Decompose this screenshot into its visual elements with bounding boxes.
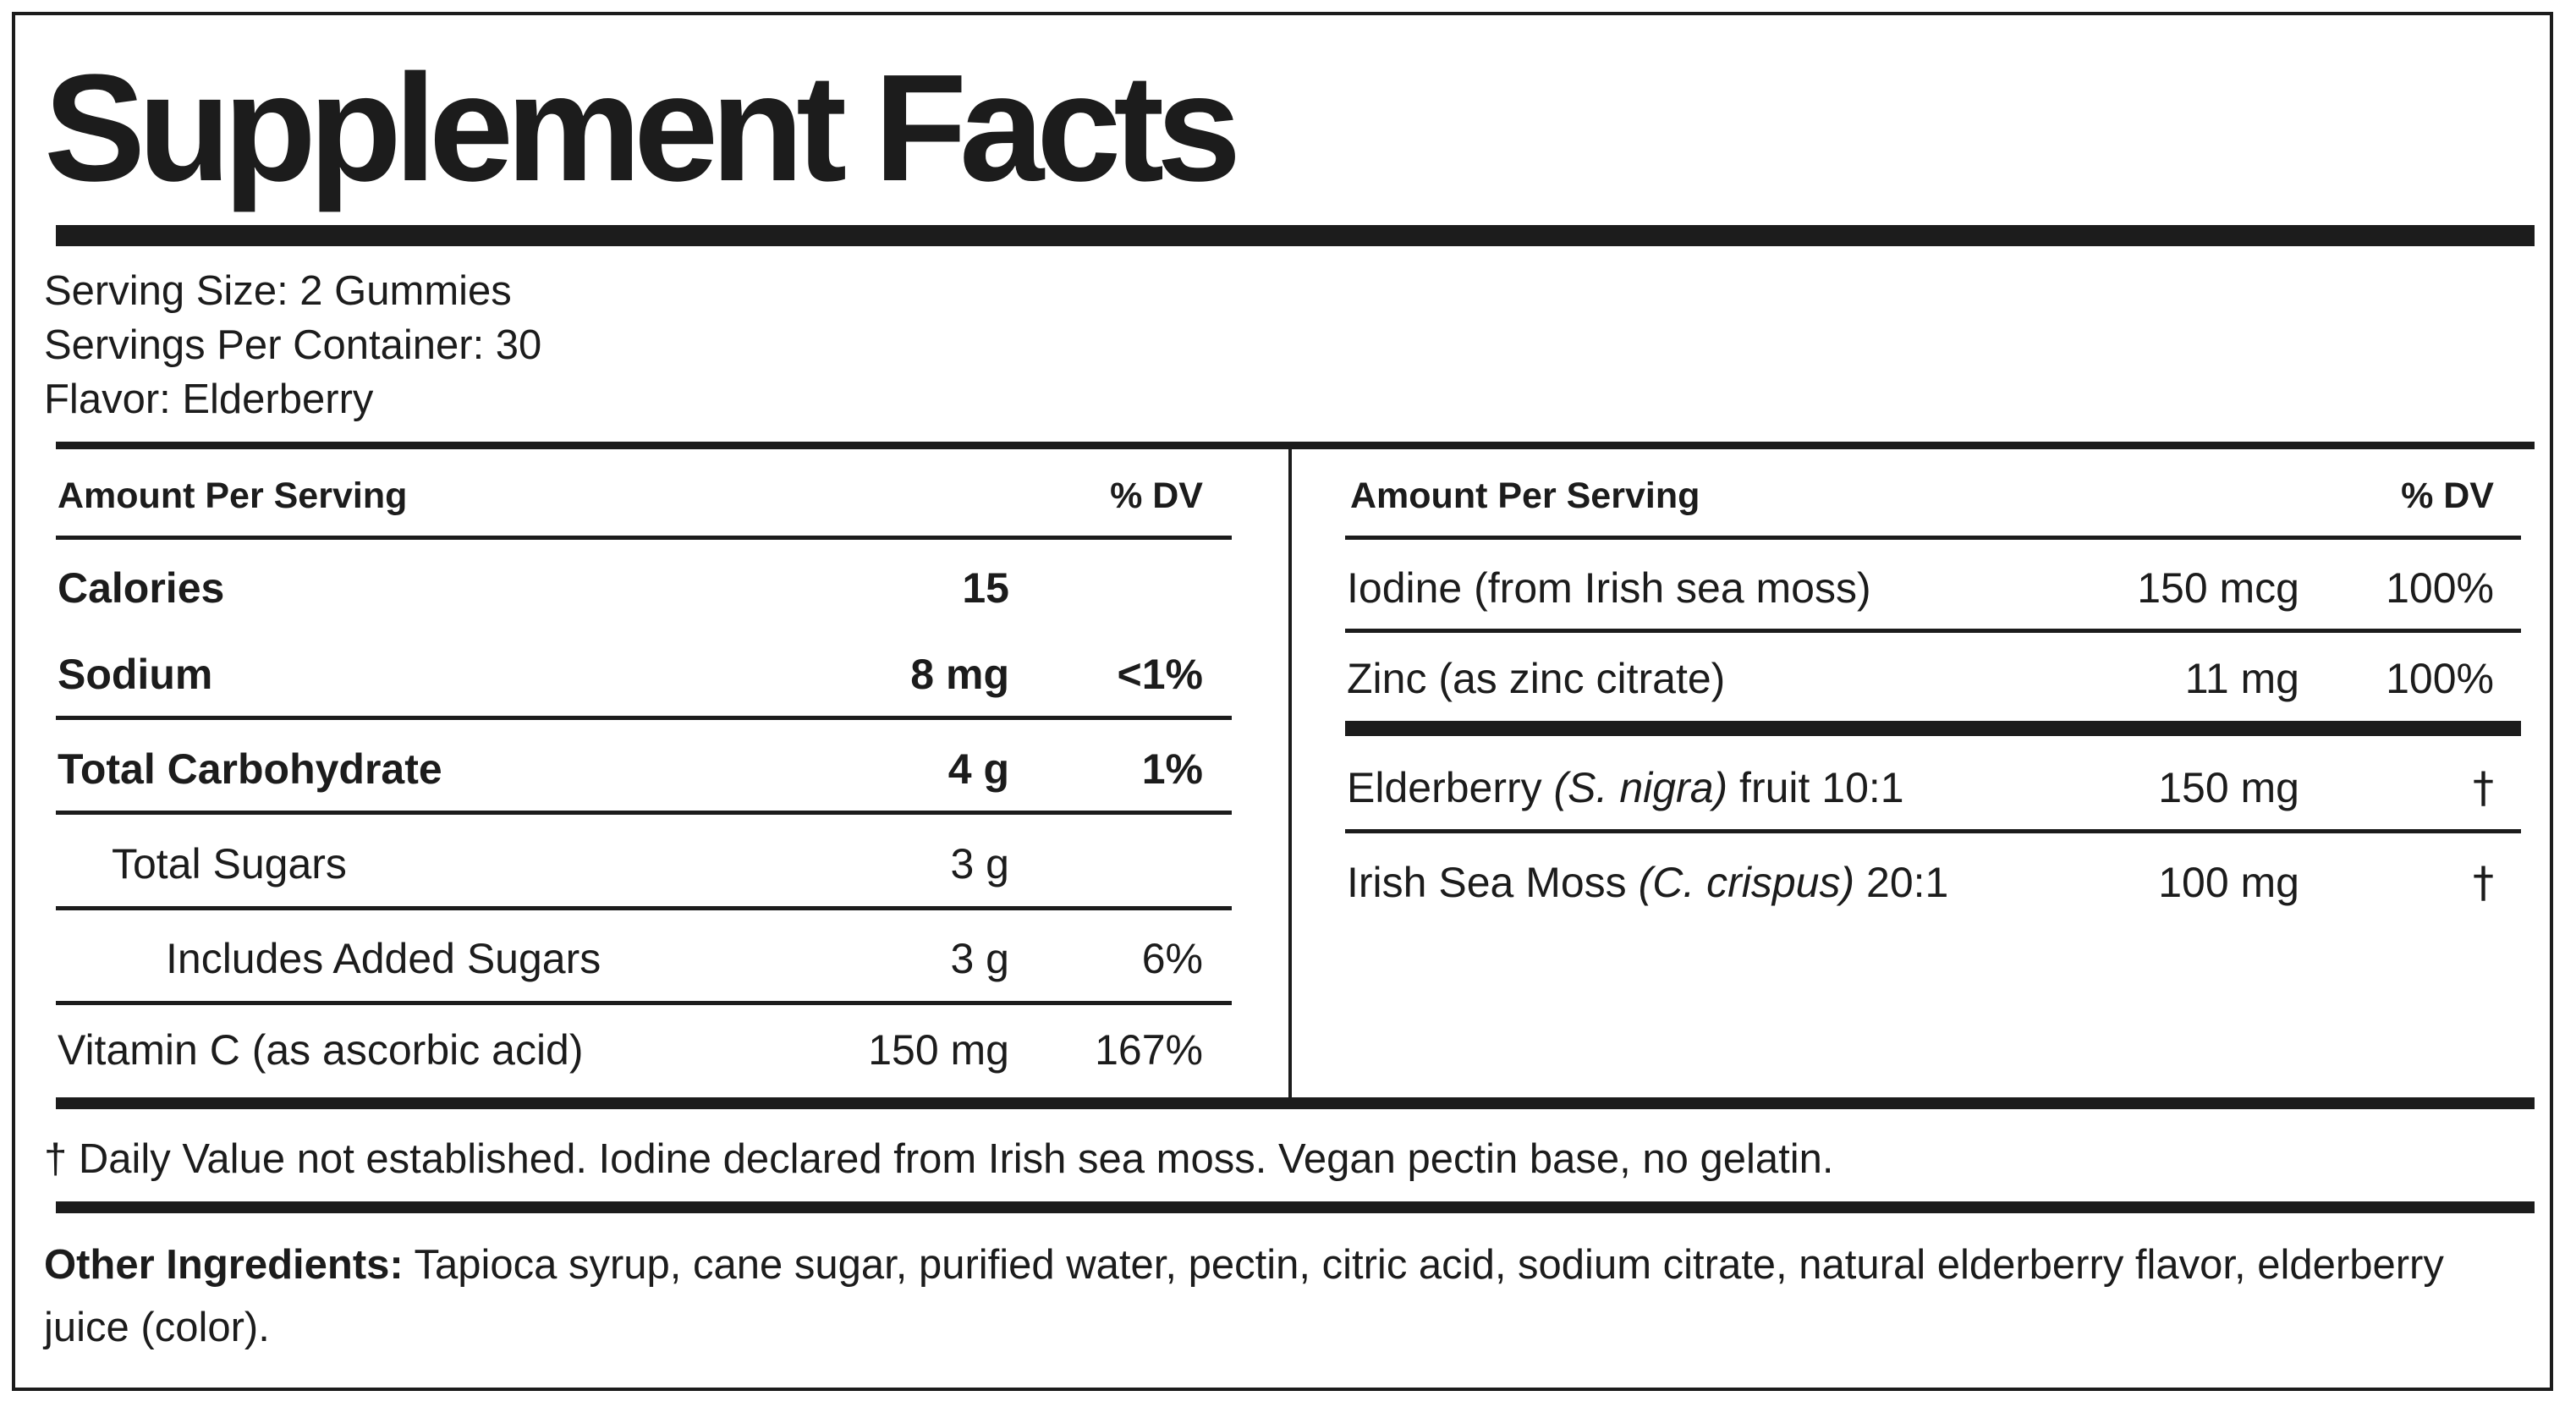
ingredient-name: Zinc (as zinc citrate) bbox=[1347, 655, 1726, 702]
right-header-amount: Amount Per Serving bbox=[1350, 475, 1700, 516]
ingredient-name: Irish Sea Moss (C. crispus) 20:1 bbox=[1347, 859, 1949, 906]
ingredient-amount: 150 mg bbox=[2158, 764, 2299, 811]
ingredient-amount: 100 mg bbox=[2158, 859, 2299, 906]
nutrient-amount: 150 mg bbox=[868, 1026, 1009, 1074]
nutrient-amount: 8 mg bbox=[910, 651, 1009, 698]
column-divider bbox=[1288, 449, 1292, 1097]
nutrient-name: Calories bbox=[58, 564, 225, 612]
row-rule bbox=[56, 811, 1232, 815]
other-ingredients-text: Tapioca syrup, cane sugar, purified wate… bbox=[44, 1242, 2444, 1350]
supplement-facts-panel bbox=[12, 12, 2553, 1391]
ingredient-dv: 100% bbox=[2386, 655, 2494, 702]
ingredient-amount: 150 mcg bbox=[2137, 564, 2299, 612]
servings-per-container: Servings Per Container: 30 bbox=[44, 322, 542, 368]
nutrient-name: Includes Added Sugars bbox=[166, 935, 601, 982]
nutrient-dv: <1% bbox=[1117, 651, 1203, 698]
nutrient-dv: 1% bbox=[1141, 745, 1203, 793]
left-header-rule bbox=[56, 536, 1232, 540]
section-rule bbox=[1345, 721, 2521, 736]
ingredient-name: Elderberry (S. nigra) fruit 10:1 bbox=[1347, 764, 1904, 811]
row-rule bbox=[56, 716, 1232, 720]
ingredient-amount: 11 mg bbox=[2184, 655, 2299, 702]
other-ingredients-label: Other Ingredients: bbox=[44, 1242, 404, 1288]
flavor: Flavor: Elderberry bbox=[44, 376, 374, 422]
nutrient-amount: 3 g bbox=[950, 840, 1009, 888]
left-header-amount: Amount Per Serving bbox=[58, 475, 408, 516]
footnote-rule bbox=[56, 1201, 2535, 1213]
serving-size: Serving Size: 2 Gummies bbox=[44, 268, 512, 314]
nutrient-name: Sodium bbox=[58, 651, 213, 698]
nutrient-dv: 6% bbox=[1141, 935, 1203, 982]
row-rule bbox=[56, 906, 1232, 910]
footnote: † Daily Value not established. Iodine de… bbox=[44, 1136, 1834, 1182]
ingredient-dv: 100% bbox=[2386, 564, 2494, 612]
right-header-rule bbox=[1345, 536, 2521, 540]
left-header-dv: % DV bbox=[1110, 475, 1203, 516]
nutrient-name: Vitamin C (as ascorbic acid) bbox=[58, 1026, 584, 1074]
other-ingredients: Other Ingredients: Tapioca syrup, cane s… bbox=[44, 1234, 2523, 1359]
row-rule bbox=[1345, 629, 2521, 633]
ingredient-name: Iodine (from Irish sea moss) bbox=[1347, 564, 1871, 612]
panel-title: Supplement Facts bbox=[44, 43, 1241, 213]
nutrient-name: Total Carbohydrate bbox=[58, 745, 442, 793]
title-rule bbox=[56, 225, 2535, 246]
row-rule bbox=[56, 1001, 1232, 1005]
right-header-dv: % DV bbox=[2401, 475, 2494, 516]
nutrient-dv: 167% bbox=[1095, 1026, 1203, 1074]
dagger-mark: † bbox=[2473, 763, 2494, 812]
dagger-mark: † bbox=[2473, 858, 2494, 907]
table-bottom-rule bbox=[56, 1097, 2535, 1109]
serving-rule bbox=[56, 442, 2535, 449]
nutrient-amount: 3 g bbox=[950, 935, 1009, 982]
nutrient-amount: 15 bbox=[962, 564, 1009, 612]
row-rule bbox=[1345, 829, 2521, 833]
nutrient-name: Total Sugars bbox=[112, 840, 347, 888]
nutrient-amount: 4 g bbox=[947, 745, 1009, 793]
